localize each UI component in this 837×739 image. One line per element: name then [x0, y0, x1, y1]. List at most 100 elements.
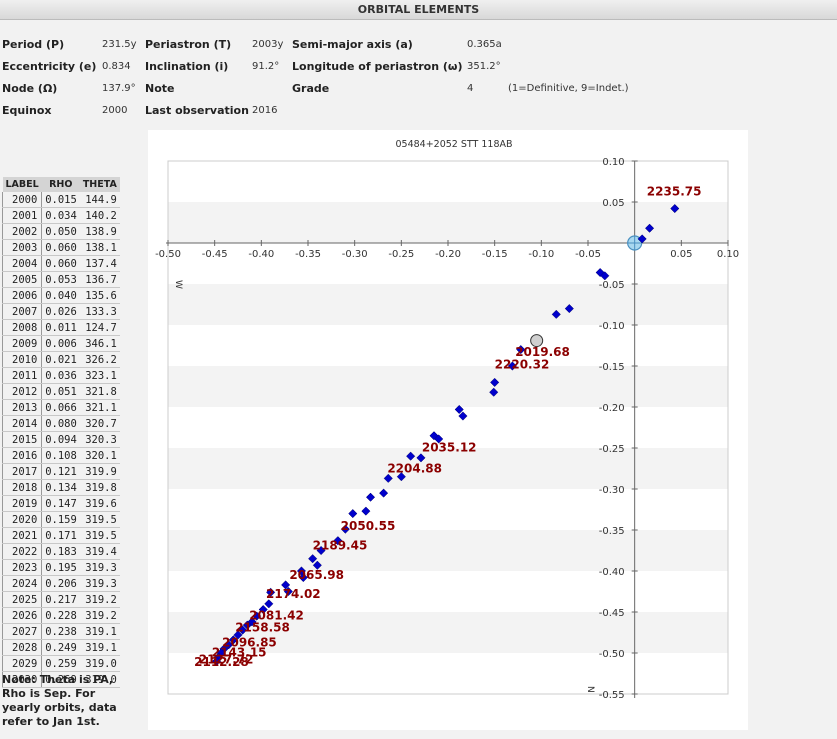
column-header-theta: THETA — [79, 177, 120, 192]
epoch-label: 2065.98 — [289, 568, 344, 582]
cell-label: 2010 — [1, 351, 43, 368]
data-point — [348, 509, 358, 519]
observation-table: LABEL RHO THETA 2000 0.015 144.9 2001 0.034 1… — [1, 177, 120, 688]
last-observation-label: Last observation — [145, 104, 249, 117]
cell-theta: 319.2 — [79, 607, 120, 624]
cell-rho: 0.094 — [41, 431, 80, 448]
cell-label: 2013 — [1, 399, 43, 416]
cell-theta: 138.9 — [79, 223, 120, 240]
table-row: 2019 0.147 319.6 — [1, 495, 120, 512]
data-point — [266, 587, 276, 597]
epoch-label: 2189.45 — [313, 539, 368, 553]
cell-theta: 319.3 — [79, 559, 120, 576]
cell-theta: 321.1 — [79, 399, 120, 416]
cell-rho: 0.053 — [41, 271, 80, 288]
table-row: 2000 0.015 144.9 — [1, 192, 120, 208]
epoch-label: 2174.02 — [266, 587, 321, 601]
orbit-plot: -0.50 -0.45 -0.40 -0.35 -0.30 -0.25 -0.20 -0.15… — [155, 139, 739, 701]
chart-title: 05484+2052 STT 118AB — [395, 139, 512, 150]
epoch-label: 2127.72 — [199, 653, 254, 667]
cell-rho: 0.108 — [41, 447, 80, 464]
x-tick-label: 0.05 — [670, 249, 692, 260]
window-title: ORBITAL ELEMENTS — [0, 0, 837, 20]
data-point — [258, 604, 268, 615]
cell-rho: 0.015 — [41, 192, 80, 208]
x-tick-label: 0.10 — [717, 249, 739, 260]
y-tick-label: 0.05 — [602, 198, 624, 209]
cell-label: 2018 — [1, 479, 43, 496]
note-label: Note — [145, 82, 175, 95]
table-row: 2023 0.195 319.3 — [1, 559, 120, 576]
cell-rho: 0.026 — [41, 303, 80, 320]
cell-label: 2001 — [1, 207, 43, 224]
cell-rho: 0.228 — [41, 607, 80, 624]
cell-label: 2008 — [1, 319, 43, 336]
cell-rho: 0.066 — [41, 399, 80, 416]
cell-label: 2029 — [1, 655, 43, 672]
cell-theta: 319.5 — [79, 511, 120, 528]
longitude-value: 351.2° — [467, 61, 501, 72]
data-point — [670, 204, 680, 214]
cell-rho: 0.121 — [41, 463, 80, 480]
cell-rho: 0.259 — [41, 655, 80, 672]
orbit-plot-panel: -0.50 -0.45 -0.40 -0.35 -0.30 -0.25 -0.20 -0.15… — [148, 130, 748, 730]
y-tick-label: -0.45 — [599, 608, 625, 619]
cell-theta: 319.6 — [79, 495, 120, 512]
data-point — [383, 473, 393, 483]
cell-label: 2023 — [1, 559, 43, 576]
equinox-label: Equinox — [2, 104, 52, 117]
north-axis-label: N — [585, 686, 595, 693]
cell-label: 2024 — [1, 575, 43, 592]
longitude-label: Longitude of periastron (ω) — [292, 60, 463, 73]
node-label: Node (Ω) — [2, 82, 58, 95]
table-row: 2005 0.053 136.7 — [1, 271, 120, 288]
cell-rho: 0.080 — [41, 415, 80, 432]
table-row: 2026 0.228 319.2 — [1, 607, 120, 624]
inclination-value: 91.2° — [252, 61, 280, 72]
table-row: 2029 0.259 319.0 — [1, 655, 120, 672]
x-tick-label: -0.10 — [528, 249, 554, 260]
column-header-rho: RHO — [41, 177, 80, 192]
table-row: 2017 0.121 319.9 — [1, 463, 120, 480]
table-row: 2002 0.050 138.9 — [1, 223, 120, 240]
cell-theta: 321.8 — [79, 383, 120, 400]
cell-label: 2019 — [1, 495, 43, 512]
cell-rho: 0.034 — [41, 207, 80, 224]
data-point — [507, 361, 517, 371]
x-tick-label: -0.20 — [435, 249, 461, 260]
cell-rho: 0.060 — [41, 255, 80, 272]
plot-frame — [167, 160, 729, 695]
x-tick-label: -0.35 — [295, 249, 321, 260]
cell-label: 2000 — [1, 192, 43, 208]
cell-theta: 346.1 — [79, 335, 120, 352]
cell-rho: 0.269 — [41, 671, 80, 688]
cell-rho: 0.249 — [41, 639, 80, 656]
epoch-label: 2019.68 — [515, 345, 570, 359]
table-row: 2013 0.066 321.1 — [1, 399, 120, 416]
cell-label: 2012 — [1, 383, 43, 400]
periastron-label: Periastron (T) — [145, 38, 232, 51]
cell-theta: 319.0 — [79, 671, 120, 688]
epoch-label: 2081.42 — [249, 608, 304, 622]
data-point — [416, 453, 426, 463]
y-tick-label: -0.30 — [599, 485, 625, 496]
y-tick-label: -0.50 — [599, 649, 625, 660]
epoch-label: 2204.88 — [387, 462, 442, 476]
table-row: 2007 0.026 133.3 — [1, 303, 120, 320]
cell-label: 2014 — [1, 415, 43, 432]
equinox-value: 2000 — [102, 105, 128, 116]
data-point — [645, 223, 655, 233]
period-label: Period (P) — [2, 38, 65, 51]
epoch-label: 2112.28 — [194, 655, 249, 669]
data-point — [406, 451, 416, 461]
cell-label: 2009 — [1, 335, 43, 352]
table-row: 2012 0.051 321.8 — [1, 383, 120, 400]
grid-band — [168, 284, 728, 325]
cell-label: 2007 — [1, 303, 43, 320]
table-row: 2030 0.269 319.0 — [1, 671, 120, 688]
note-text: Note: Theta is PA, Rho is Sep. For yearl… — [2, 673, 117, 728]
cell-theta: 323.1 — [79, 367, 120, 384]
data-point — [564, 304, 574, 314]
grade-value: 4 — [467, 83, 474, 94]
cell-label: 2005 — [1, 271, 43, 288]
